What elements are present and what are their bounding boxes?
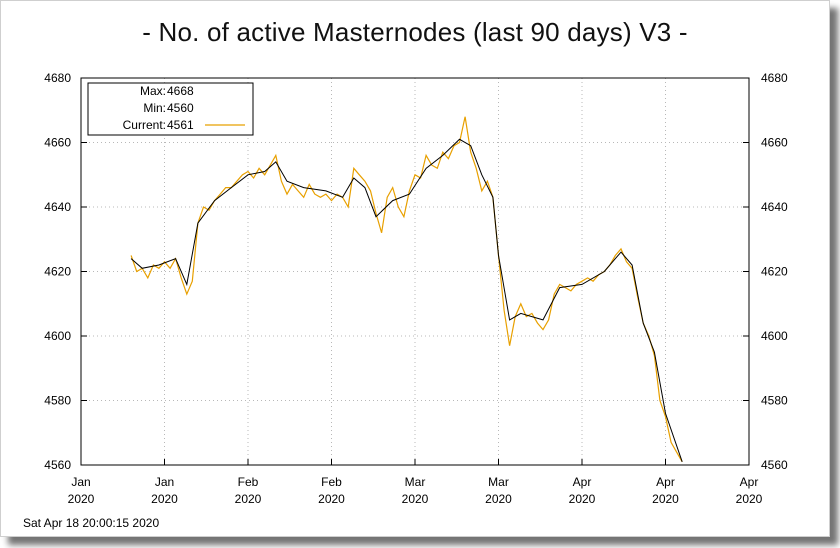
- legend-current-label: Current:: [123, 118, 166, 132]
- legend-max-label: Max:: [140, 84, 166, 98]
- x-tick-label-month: Feb: [238, 475, 259, 489]
- x-tick-label-month: Feb: [321, 475, 342, 489]
- x-tick-label-month: Apr: [573, 475, 592, 489]
- y-tick-label-right: 4560: [761, 458, 788, 472]
- x-tick-label-month: Mar: [405, 475, 426, 489]
- y-tick-label-left: 4640: [44, 200, 71, 214]
- chart-svg: 4560 4560 4580 4580 4600 4600 4620 4620 4640 4640…: [44, 71, 788, 506]
- legend-max-value: 4668: [167, 84, 194, 98]
- x-tick-label-month: Jan: [155, 475, 174, 489]
- y-tick-label-right: 4660: [761, 136, 788, 150]
- timestamp-label: Sat Apr 18 20:00:15 2020: [23, 516, 160, 530]
- y-tick-label-right: 4580: [761, 394, 788, 408]
- x-tick-label-month: Jan: [71, 475, 90, 489]
- x-tick-label-month: Apr: [656, 475, 675, 489]
- legend-min-value: 4560: [167, 101, 194, 115]
- y-tick-label-left: 4620: [44, 265, 71, 279]
- x-tick-label-year: 2020: [151, 492, 178, 506]
- y-tick-label-left: 4660: [44, 136, 71, 150]
- series-line-current: [130, 116, 683, 463]
- y-tick-label-left: 4680: [44, 71, 71, 85]
- legend-min-label: Min:: [143, 101, 166, 115]
- y-tick-label-right: 4600: [761, 329, 788, 343]
- x-tick-label-year: 2020: [235, 492, 262, 506]
- x-tick-label-year: 2020: [402, 492, 429, 506]
- plot-area-border: [80, 77, 750, 466]
- x-tick-label-month: Mar: [488, 475, 509, 489]
- x-tick-label-month: Apr: [740, 475, 759, 489]
- chart-frame: - No. of active Masternodes (last 90 day…: [0, 0, 830, 537]
- y-tick-label-right: 4620: [761, 265, 788, 279]
- x-tick-label-year: 2020: [736, 492, 763, 506]
- y-tick-label-left: 4560: [44, 458, 71, 472]
- x-tick-label-year: 2020: [569, 492, 596, 506]
- series-line-trend: [130, 138, 683, 462]
- y-tick-label-right: 4640: [761, 200, 788, 214]
- x-tick-label-year: 2020: [652, 492, 679, 506]
- x-tick-label-year: 2020: [68, 492, 95, 506]
- chart-title: - No. of active Masternodes (last 90 day…: [142, 17, 688, 47]
- legend-box: [87, 82, 254, 136]
- y-tick-label-left: 4600: [44, 329, 71, 343]
- y-tick-label-left: 4580: [44, 394, 71, 408]
- x-tick-label-year: 2020: [485, 492, 512, 506]
- legend-current-value: 4561: [167, 118, 194, 132]
- x-tick-label-year: 2020: [318, 492, 345, 506]
- y-tick-label-right: 4680: [761, 71, 788, 85]
